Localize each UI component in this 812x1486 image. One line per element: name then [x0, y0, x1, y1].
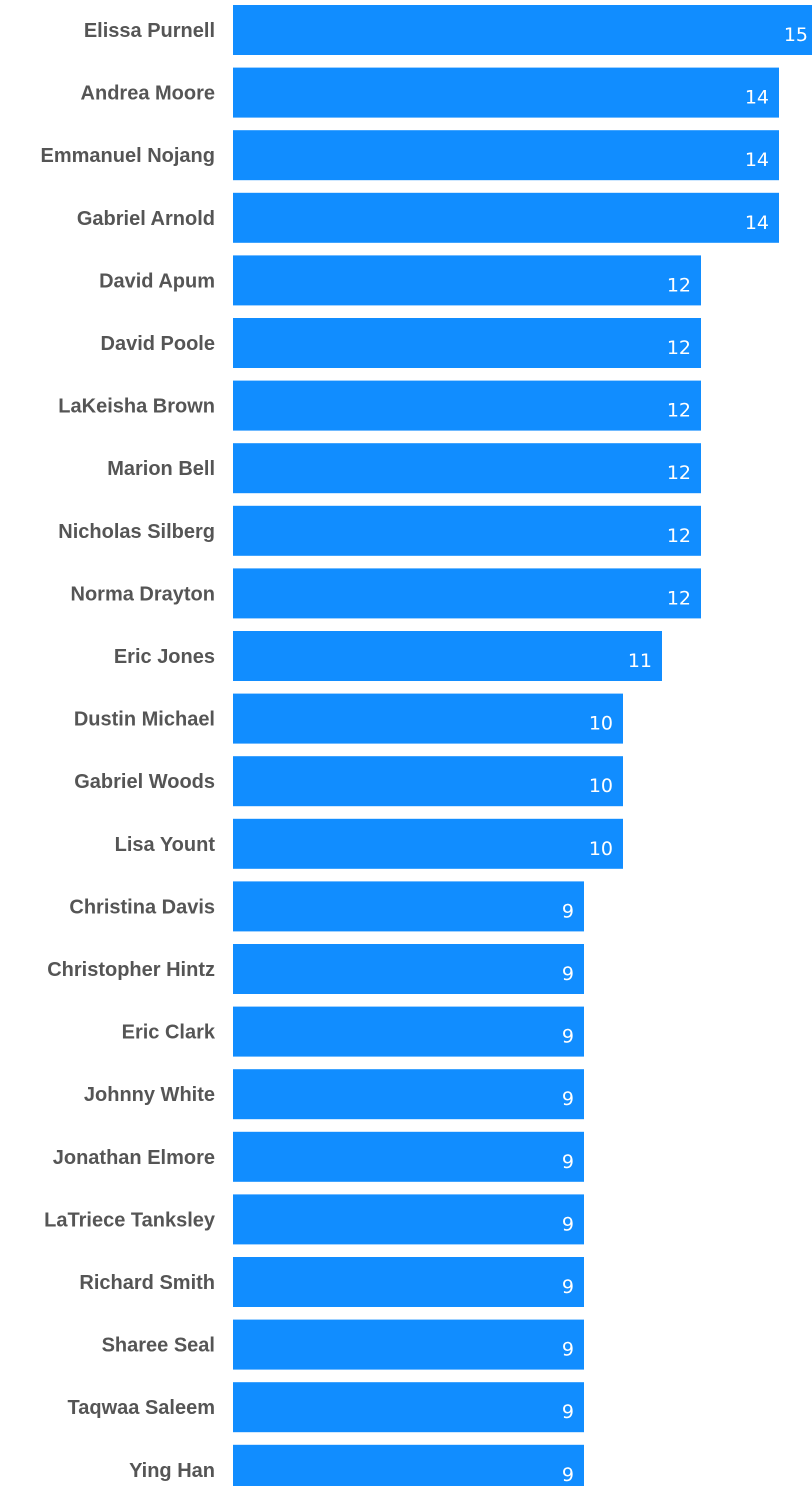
bar[interactable] — [233, 505, 701, 556]
bar[interactable] — [233, 1194, 584, 1245]
value-label: 9 — [562, 1026, 574, 1048]
value-label: 10 — [589, 713, 613, 735]
bar-row: Gabriel Arnold 14 — [77, 192, 779, 243]
bar-row: Sharee Seal 9 — [102, 1319, 584, 1370]
value-label: 9 — [562, 1088, 574, 1110]
value-label: 12 — [667, 274, 691, 296]
bar[interactable] — [233, 1444, 584, 1486]
bar-row: Christopher Hintz 9 — [47, 944, 584, 994]
value-label: 12 — [667, 525, 691, 547]
bar-row: Taqwaa Saleem 9 — [68, 1382, 584, 1433]
category-label: LaKeisha Brown — [58, 396, 215, 418]
value-label: 9 — [562, 1151, 574, 1173]
value-label: 9 — [562, 1339, 574, 1361]
bar-row: David Poole 12 — [101, 318, 701, 368]
value-label: 11 — [628, 650, 652, 672]
value-label: 12 — [667, 337, 691, 359]
bar[interactable] — [233, 255, 701, 306]
value-label: 10 — [589, 838, 613, 860]
bar-row: Johnny White 9 — [84, 1069, 584, 1120]
value-label: 14 — [745, 87, 769, 109]
value-label: 14 — [745, 149, 769, 171]
value-label: 9 — [562, 1276, 574, 1298]
category-label: Gabriel Arnold — [77, 208, 215, 230]
bar-row: Norma Drayton 12 — [71, 568, 701, 619]
bar-row: Richard Smith 9 — [79, 1257, 584, 1307]
category-label: Lisa Yount — [115, 834, 216, 856]
bar[interactable] — [233, 5, 812, 55]
category-label: Ying Han — [129, 1460, 215, 1482]
bar-row: Nicholas Silberg 12 — [58, 505, 701, 556]
bar-row: Jonathan Elmore 9 — [53, 1131, 584, 1182]
value-label: 15 — [784, 24, 808, 46]
value-label: 9 — [562, 1213, 574, 1235]
bar[interactable] — [233, 1319, 584, 1370]
category-label: Jonathan Elmore — [53, 1147, 215, 1169]
category-label: Marion Bell — [107, 458, 215, 480]
category-label: Johnny White — [84, 1084, 215, 1106]
category-label: Richard Smith — [79, 1272, 215, 1294]
bar-row: Gabriel Woods 10 — [74, 756, 623, 807]
bar-row: LaTriece Tanksley 9 — [44, 1194, 584, 1245]
bar-row: Elissa Purnell 15 — [84, 5, 812, 55]
bar-row: Ying Han 9 — [129, 1444, 584, 1486]
bar[interactable] — [233, 318, 701, 368]
category-label: Taqwaa Saleem — [68, 1397, 215, 1419]
value-label: 9 — [562, 1401, 574, 1423]
category-label: Eric Clark — [122, 1022, 216, 1044]
value-label: 10 — [589, 775, 613, 797]
category-label: Christina Davis — [69, 896, 215, 918]
bar-row: Lisa Yount 10 — [115, 818, 623, 869]
bar[interactable] — [233, 380, 701, 431]
bar-row: Dustin Michael 10 — [74, 693, 623, 744]
category-label: Norma Drayton — [71, 583, 215, 605]
bar[interactable] — [233, 1006, 584, 1057]
bar[interactable] — [233, 568, 701, 619]
value-label: 12 — [667, 400, 691, 422]
category-label: David Poole — [101, 333, 215, 355]
category-label: Emmanuel Nojang — [41, 145, 215, 167]
bar[interactable] — [233, 130, 779, 181]
bar-row: Marion Bell 12 — [107, 443, 701, 494]
category-label: Gabriel Woods — [74, 771, 215, 793]
value-label: 12 — [667, 587, 691, 609]
value-label: 9 — [562, 1464, 574, 1486]
bar[interactable] — [233, 1382, 584, 1433]
value-label: 12 — [667, 462, 691, 484]
category-label: LaTriece Tanksley — [44, 1209, 216, 1231]
bar[interactable] — [233, 1069, 584, 1120]
value-label: 9 — [562, 963, 574, 985]
bar[interactable] — [233, 756, 623, 807]
value-label: 9 — [562, 900, 574, 922]
category-label: Andrea Moore — [81, 83, 215, 105]
bar-row: LaKeisha Brown 12 — [58, 380, 701, 431]
bar[interactable] — [233, 192, 779, 243]
bar[interactable] — [233, 881, 584, 932]
bar[interactable] — [233, 443, 701, 494]
category-label: Eric Jones — [114, 646, 215, 668]
category-label: Elissa Purnell — [84, 20, 215, 42]
bar-row: Eric Jones 11 — [114, 631, 662, 681]
bar[interactable] — [233, 67, 779, 118]
bar[interactable] — [233, 944, 584, 994]
bar-row: Eric Clark 9 — [122, 1006, 584, 1057]
category-label: David Apum — [99, 270, 215, 292]
bar[interactable] — [233, 631, 662, 681]
bar[interactable] — [233, 1131, 584, 1182]
category-label: Sharee Seal — [102, 1335, 215, 1357]
bar-row: David Apum 12 — [99, 255, 701, 306]
category-label: Dustin Michael — [74, 709, 215, 731]
bar[interactable] — [233, 818, 623, 869]
bar-row: Andrea Moore 14 — [81, 67, 779, 118]
category-label: Christopher Hintz — [47, 959, 215, 981]
bar-row: Christina Davis 9 — [69, 881, 584, 932]
category-label: Nicholas Silberg — [58, 521, 215, 543]
value-label: 14 — [745, 212, 769, 234]
bar-row: Emmanuel Nojang 14 — [41, 130, 779, 181]
bar[interactable] — [233, 693, 623, 744]
bar[interactable] — [233, 1257, 584, 1307]
